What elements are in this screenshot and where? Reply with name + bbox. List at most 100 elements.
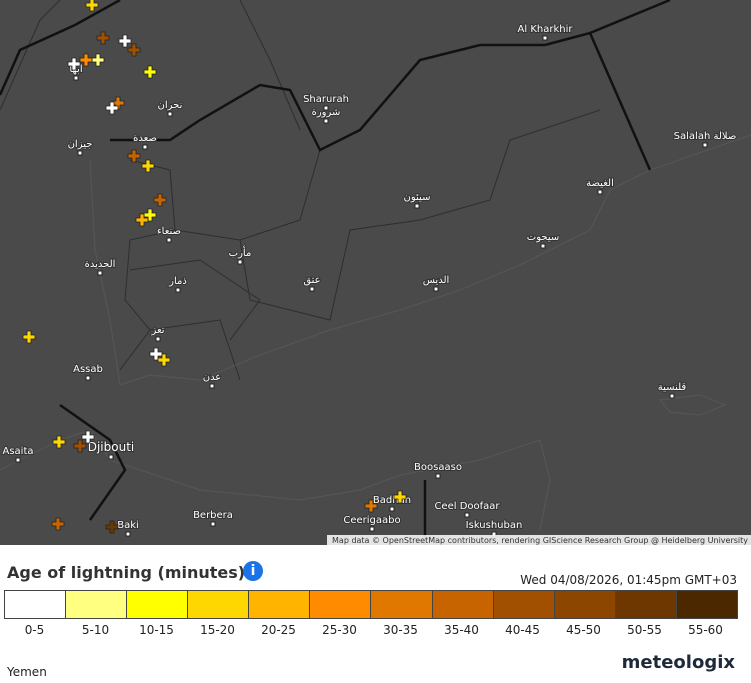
city-dot (166, 237, 172, 243)
legend: Age of lightning (minutes) i Wed 04/08/2… (0, 545, 751, 683)
city-dot (323, 105, 329, 111)
timestamp: Wed 04/08/2026, 01:45pm GMT+03 (520, 573, 737, 587)
city-label: تعز (150, 325, 164, 336)
city-dot (540, 243, 546, 249)
lightning-strike (393, 490, 407, 504)
city-dot (464, 512, 470, 518)
city-dot (542, 35, 548, 41)
city-dot (237, 259, 243, 265)
lightning-strike (143, 208, 157, 222)
coastline (0, 134, 751, 531)
city-label: جيزان (68, 139, 93, 150)
city-dot (15, 457, 21, 463)
city-label: Al Kharkhir (518, 24, 574, 35)
info-icon[interactable]: i (243, 561, 263, 581)
legend-label: 10-15 (139, 623, 174, 637)
map-background (0, 0, 751, 545)
legend-title: Age of lightning (minutes) (7, 563, 246, 582)
legend-label: 45-50 (566, 623, 601, 637)
lightning-strike (143, 65, 157, 79)
city-label: Djibouti (88, 440, 135, 454)
lightning-strike (51, 517, 65, 531)
city-label: Berbera (193, 510, 233, 521)
city-dot (97, 270, 103, 276)
legend-swatch (493, 591, 555, 618)
lightning-strike (141, 159, 155, 173)
legend-swatch (554, 591, 616, 618)
city-label: سيئون (404, 192, 431, 203)
brand: meteologix (621, 652, 735, 673)
lightning-strike (79, 53, 93, 67)
lightning-strike (105, 520, 119, 534)
legend-swatch (615, 591, 677, 618)
legend-label: 15-20 (200, 623, 235, 637)
city-dot (125, 531, 131, 537)
city-label: Assab (73, 364, 103, 375)
city-labels: Al Kharkhir Sharurah شرورة نجران Salalah… (1, 23, 737, 532)
city-label: Baki (117, 520, 139, 531)
city-label: Asaita (2, 446, 33, 457)
city-dot (209, 383, 215, 389)
attribution-background (327, 535, 751, 545)
province-borders (0, 0, 601, 381)
city-dot (108, 454, 114, 460)
city-dot (77, 150, 83, 156)
city-label: Iskushuban (466, 520, 523, 531)
city-label: شرورة (312, 107, 341, 118)
city-label: Sharurah (303, 94, 349, 105)
lightning-strike (81, 430, 95, 444)
city-dot (597, 189, 603, 195)
lightning-strike (67, 57, 81, 71)
legend-swatch (66, 591, 128, 618)
lightning-strike (127, 149, 141, 163)
legend-swatch (5, 591, 67, 618)
lightning-strike (118, 34, 132, 48)
city-label: Salalah صلالة (674, 131, 737, 142)
city-label: الديس (423, 275, 450, 286)
city-label: عدن (203, 372, 222, 383)
city-label: ذمار (168, 276, 187, 287)
region-name: Yemen (7, 665, 47, 679)
legend-label: 50-55 (627, 623, 662, 637)
city-label: الغيضة (586, 178, 614, 189)
legend-label: 40-45 (505, 623, 540, 637)
legend-label: 0-5 (24, 623, 45, 637)
legend-scale (4, 590, 738, 619)
lightning-strike (157, 353, 171, 367)
city-dot (155, 336, 161, 342)
city-dot (702, 142, 708, 148)
city-dot (309, 286, 315, 292)
legend-swatch (188, 591, 250, 618)
city-label: سيحوت (527, 232, 559, 243)
lightning-strike (105, 101, 119, 115)
city-label: الحديدة (85, 259, 116, 270)
city-label: Ceerigaabo (343, 515, 400, 526)
legend-label: 20-25 (261, 623, 296, 637)
lightning-strike (111, 96, 125, 110)
lightning-strike (52, 435, 66, 449)
city-dot (167, 111, 173, 117)
city-dot (669, 393, 675, 399)
city-dot (73, 75, 79, 81)
lightning-strike (127, 43, 141, 57)
city-dot (435, 473, 441, 479)
city-dot (175, 287, 181, 293)
lightning-strike (364, 499, 378, 513)
lightning-strike (135, 213, 149, 227)
city-dot (85, 375, 91, 381)
legend-swatch (432, 591, 494, 618)
legend-swatch (310, 591, 372, 618)
lightning-strike (73, 439, 87, 453)
legend-label: 35-40 (444, 623, 479, 637)
legend-label: 30-35 (383, 623, 418, 637)
lightning-strike (153, 193, 167, 207)
city-label: قلنسية (658, 382, 687, 393)
city-label: صعدة (133, 133, 157, 144)
legend-swatch (249, 591, 311, 618)
city-label: Boosaaso (414, 462, 462, 473)
city-dot (433, 286, 439, 292)
legend-label: 5-10 (81, 623, 110, 637)
lightning-strike (85, 0, 99, 12)
city-label: عتق (303, 275, 320, 286)
